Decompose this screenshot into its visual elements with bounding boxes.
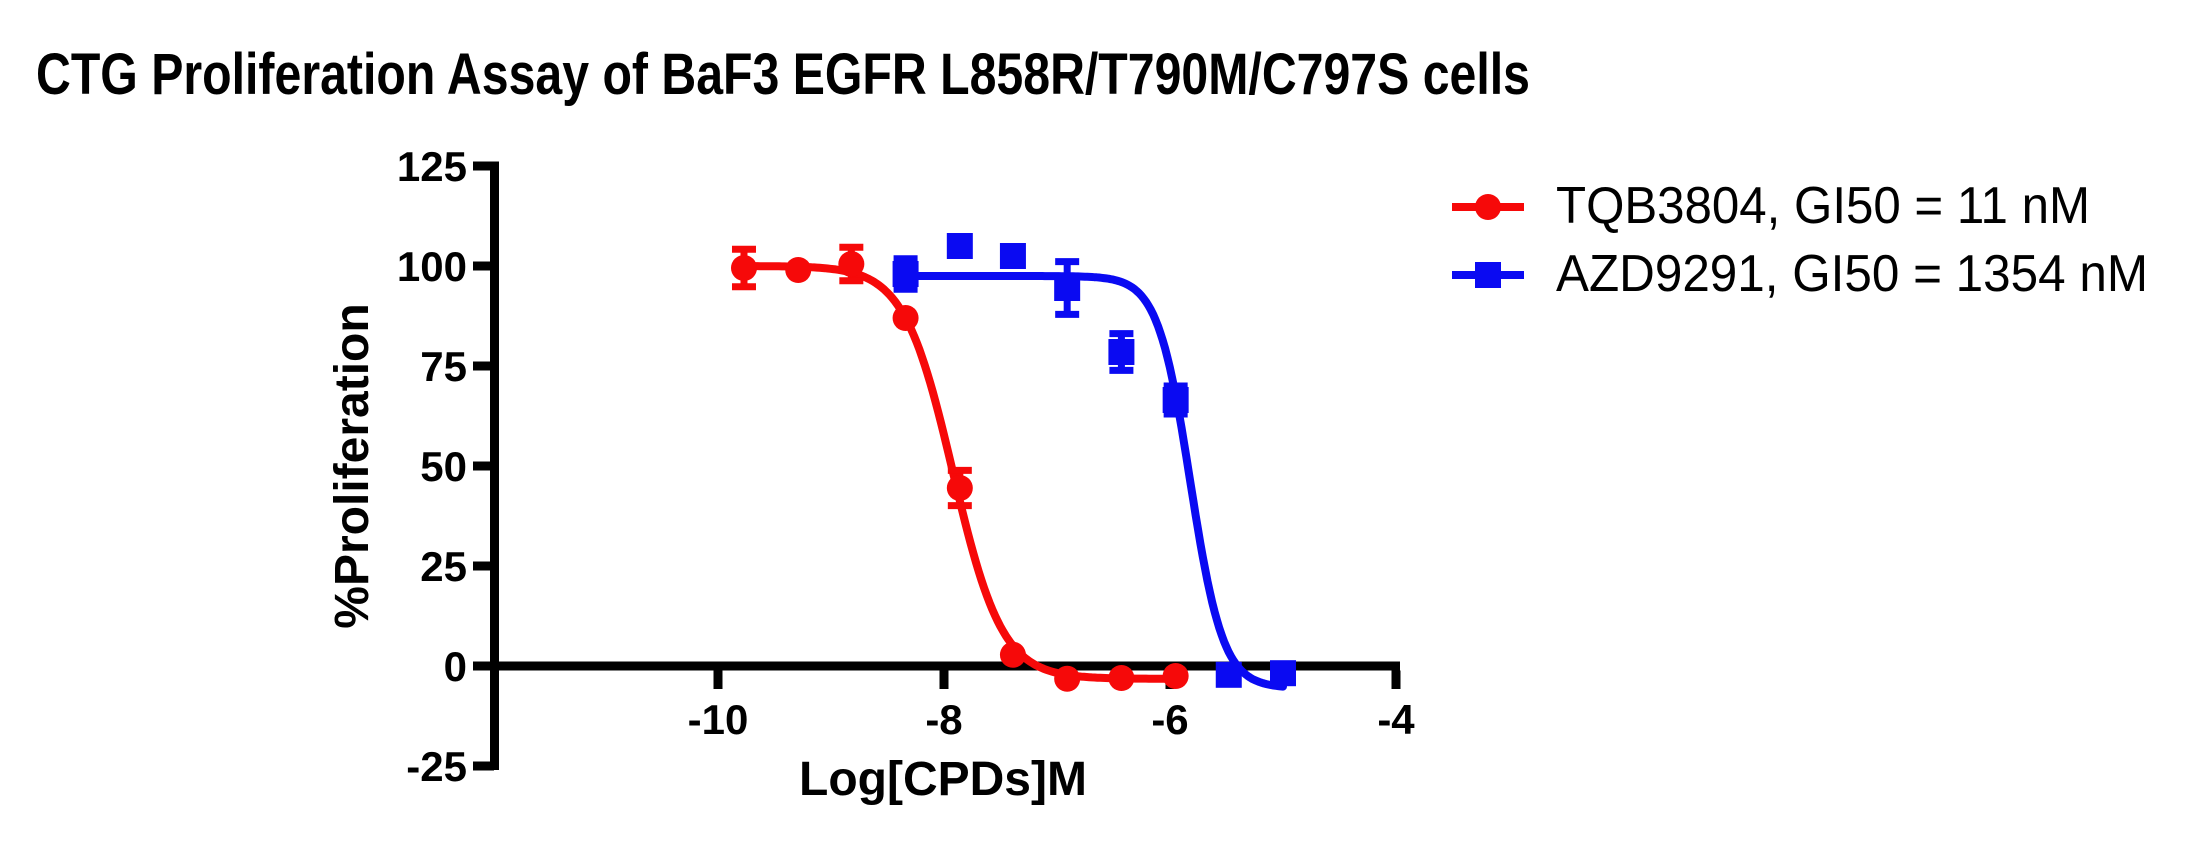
y-axis-tick-label: 25: [420, 543, 467, 590]
data-point-marker-circle: [1108, 665, 1135, 691]
y-axis-tick-label: 50: [420, 443, 467, 490]
data-point-marker-circle: [785, 257, 812, 283]
x-axis-title: Log[CPDs]M: [799, 753, 1087, 806]
data-point-marker-square: [1054, 275, 1081, 301]
y-axis-tick-label: 125: [397, 143, 467, 190]
x-axis-tick-label: -6: [1151, 696, 1188, 743]
legend-label-tqb3804: TQB3804, GI50 = 11 nM: [1556, 177, 2090, 235]
y-axis-title: %Proliferation: [326, 303, 379, 628]
error-bars: [731, 243, 1188, 510]
data-point-marker-circle: [730, 255, 757, 281]
data-point-marker-square: [1215, 661, 1242, 688]
x-axis-tick-label: -8: [925, 696, 962, 743]
y-axis-tick-label: 100: [397, 243, 467, 290]
data-point-marker-circle: [838, 251, 865, 277]
data-point-marker-square: [1108, 339, 1135, 365]
x-axis-tick-label: -10: [688, 696, 749, 743]
legend-label-azd9291: AZD9291, GI50 = 1354 nM: [1556, 245, 2148, 303]
legend: TQB3804, GI50 = 11 nM AZD9291, GI50 = 13…: [1452, 177, 2148, 303]
axes: 125 100 75 50 25 0 -25 -10 -8 -6 -4: [397, 143, 1415, 790]
y-axis-tick-label: -25: [406, 743, 467, 790]
data-point-marker-circle: [1054, 665, 1081, 692]
data-points: [730, 233, 1296, 692]
data-point-marker-circle: [999, 641, 1026, 668]
fit-curves: [740, 262, 1287, 691]
data-point-marker-circle: [946, 475, 973, 501]
data-point-marker-circle: [1162, 663, 1189, 689]
chart-title: CTG Proliferation Assay of BaF3 EGFR L85…: [36, 42, 1530, 107]
data-point-marker-square: [1162, 387, 1189, 413]
data-point-marker-square: [892, 261, 919, 287]
fit-curve-azd9291: [901, 272, 1287, 691]
data-point-marker-square: [1270, 660, 1296, 687]
data-point-marker-square: [999, 243, 1026, 269]
data-point-marker-circle: [892, 305, 919, 331]
x-axis-tick-label: -4: [1377, 696, 1415, 743]
legend-marker-circle: [1475, 194, 1501, 220]
y-axis-tick-label: 75: [420, 343, 467, 390]
y-axis-tick-label: 0: [444, 643, 467, 690]
data-point-marker-square: [946, 233, 973, 259]
legend-marker-square: [1475, 262, 1501, 288]
